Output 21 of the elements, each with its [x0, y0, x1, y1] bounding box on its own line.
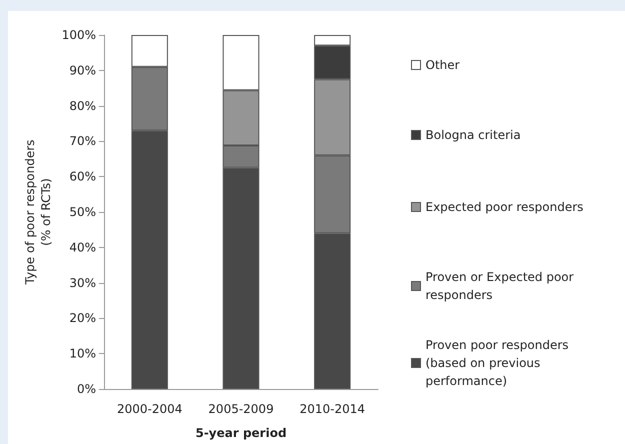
y-tick-label: 80%	[69, 98, 96, 113]
y-tick-label: 90%	[69, 63, 96, 78]
y-tick-label: 100%	[62, 28, 96, 42]
x-tick-label: 2005-2009	[208, 402, 274, 416]
y-axis-title: Type of poor responders (% of RCTs)	[23, 140, 53, 286]
x-tick-label: 2010-2014	[300, 402, 366, 416]
legend-label: Proven or Expected poor responders	[426, 270, 578, 302]
y-tick-label: 0%	[76, 382, 96, 396]
legend-label: Expected poor responders	[426, 200, 584, 214]
y-tick-label: 20%	[69, 311, 96, 326]
y-tick-label: 70%	[69, 134, 96, 148]
x-tick-label: 2000-2004	[116, 402, 182, 416]
legend-label: Proven poor responders (based on previous performance)	[426, 338, 572, 388]
y-tick-label: 40%	[69, 240, 96, 254]
y-tick-label: 50%	[69, 205, 96, 219]
legend-label: Bologna criteria	[426, 128, 521, 142]
y-tick-label: 10%	[69, 346, 96, 361]
y-tick-label: 60%	[69, 170, 96, 184]
legend-label: Other	[426, 58, 460, 72]
y-tick-label: 30%	[69, 276, 96, 290]
x-axis-title: 5-year period	[195, 426, 287, 440]
